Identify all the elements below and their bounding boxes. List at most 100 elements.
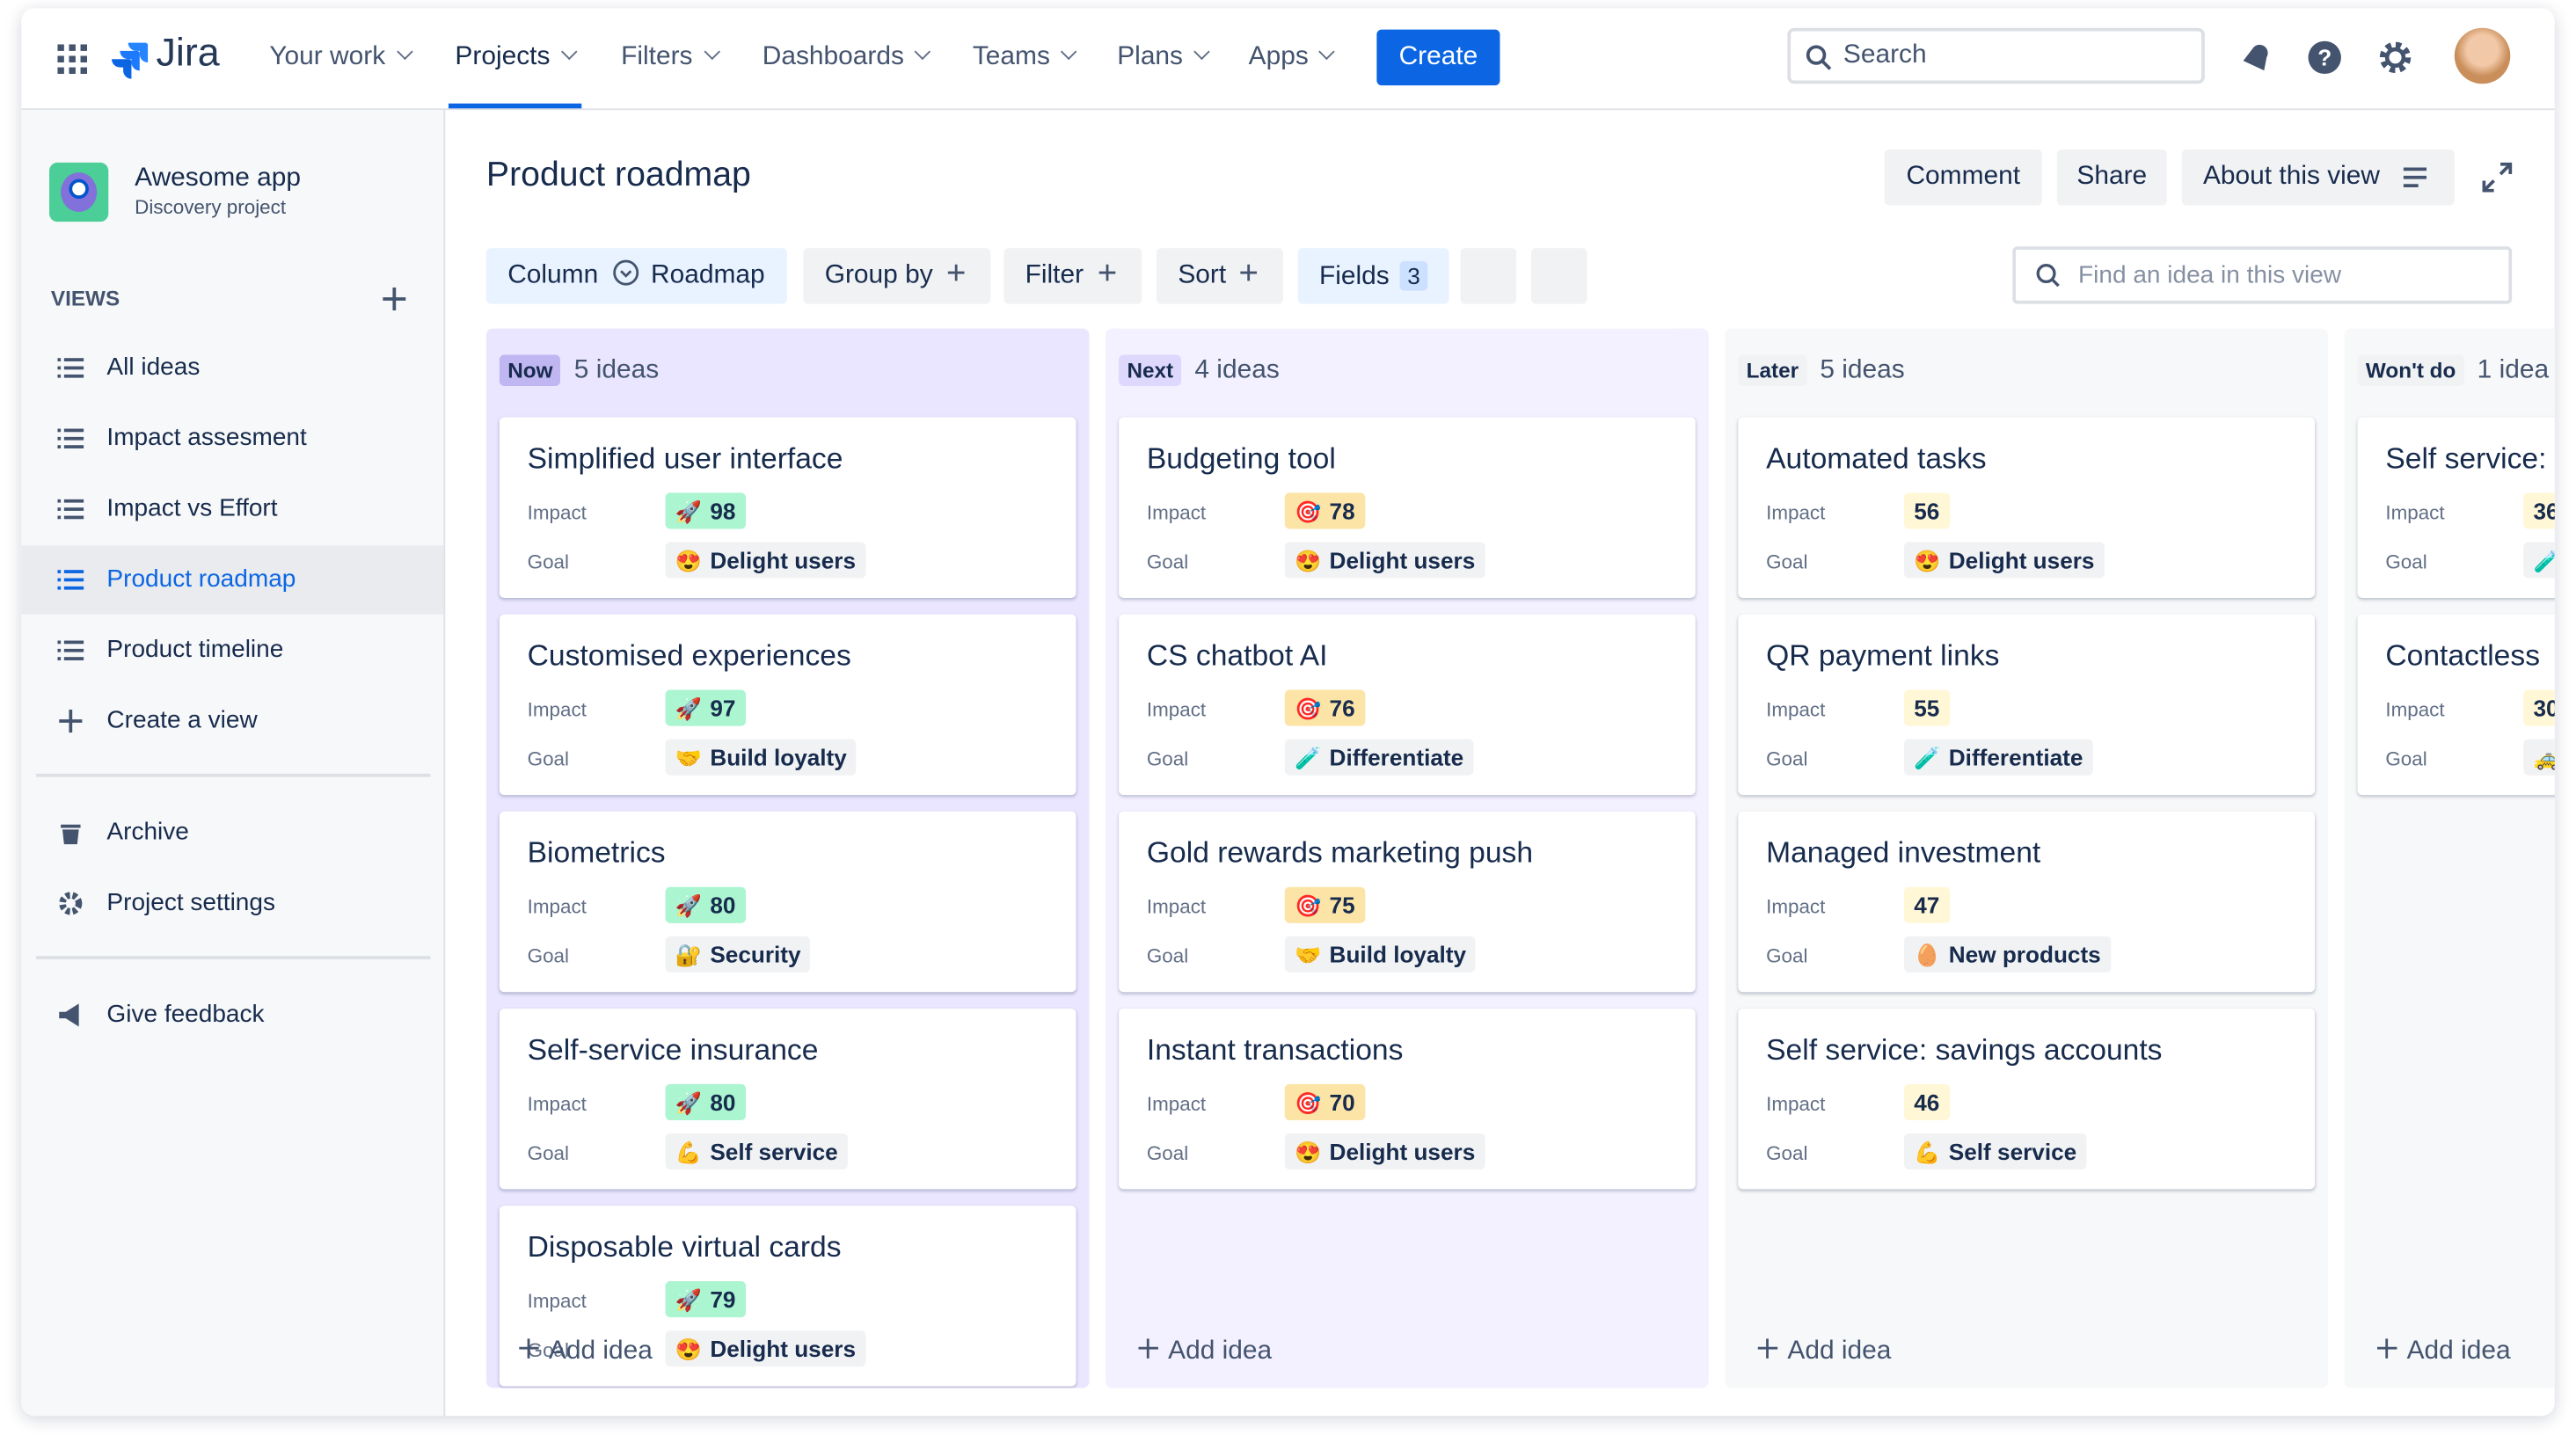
- sidebar-item[interactable]: Product timeline: [21, 616, 443, 685]
- search-box[interactable]: Search: [1787, 27, 2205, 84]
- item-label: Impact vs Effort: [106, 494, 278, 523]
- item-label: Archive: [106, 818, 189, 847]
- impact-value: 76: [1329, 695, 1355, 722]
- add-idea-button[interactable]: Add idea: [1757, 1337, 1891, 1367]
- sidebar-item[interactable]: All ideas: [21, 333, 443, 402]
- column-header: Later 5 ideas: [1738, 354, 1905, 386]
- help-icon[interactable]: ?: [2307, 40, 2343, 76]
- logo-text[interactable]: Jira: [156, 31, 220, 76]
- idea-card[interactable]: Budgeting tool Impact 🎯 78 Goal 😍 Delight user…: [1119, 417, 1696, 598]
- filter-button[interactable]: Filter: [1003, 248, 1142, 304]
- sidebar-item[interactable]: Archive: [21, 798, 443, 867]
- fields-button[interactable]: Fields 3: [1297, 248, 1450, 304]
- idea-title: Disposable virtual cards: [527, 1230, 842, 1264]
- divider: [36, 773, 431, 777]
- item-icon: [59, 709, 83, 733]
- autosort-button[interactable]: [1530, 248, 1587, 304]
- header-button[interactable]: About this view: [2181, 149, 2455, 206]
- column-selector[interactable]: Column Roadmap: [485, 248, 787, 304]
- plus-icon: [2376, 1338, 2397, 1359]
- idea-card[interactable]: Automated tasks Impact 56 Goal 😍 Delight user…: [1738, 417, 2316, 598]
- header-button[interactable]: Comment: [1884, 149, 2042, 206]
- impact-badge: 🎯 78: [1284, 492, 1365, 529]
- plus-icon: [1240, 264, 1258, 281]
- idea-card[interactable]: Biometrics Impact 🚀 80 Goal 🔐 Security: [499, 811, 1076, 993]
- jira-icon: [112, 42, 149, 79]
- button-label: Sort: [1178, 261, 1227, 289]
- sidebar-item[interactable]: Create a view: [21, 687, 443, 755]
- sidebar-item[interactable]: Project settings: [21, 869, 443, 937]
- chevron: [703, 43, 720, 61]
- nav-item[interactable]: Dashboards: [755, 8, 935, 108]
- idea-card[interactable]: Instant transactions Impact 🎯 70 Goal 😍 Deligh…: [1119, 1008, 1696, 1190]
- impact-label: Impact: [1766, 1092, 1826, 1116]
- chevron: [396, 43, 412, 61]
- sidebar-item[interactable]: Impact assesment: [21, 404, 443, 473]
- nav-label: Plans: [1117, 42, 1184, 71]
- item-icon: [57, 640, 84, 660]
- add-idea-button[interactable]: Add idea: [2376, 1337, 2511, 1367]
- nav-item[interactable]: Plans: [1111, 8, 1215, 108]
- goal-badge: 😍 Delight users: [1284, 1133, 1485, 1170]
- goal-badge: 🔐 Security: [665, 936, 811, 973]
- impact-badge: 🎯 75: [1284, 886, 1365, 923]
- goal-label: Goal: [1766, 747, 1808, 771]
- goal-badge: 😍 Delight users: [1904, 542, 2105, 579]
- nav-item[interactable]: Teams: [966, 8, 1081, 108]
- avatar[interactable]: [2454, 27, 2511, 84]
- goal-icon: 🚕: [2533, 746, 2554, 770]
- idea-card[interactable]: QR payment links Impact 55 Goal 🧪 Differentia…: [1738, 614, 2316, 796]
- idea-card[interactable]: Simplified user interface Impact 🚀 98 Goal 😍 D…: [499, 417, 1076, 598]
- nav-item[interactable]: Apps: [1242, 8, 1339, 108]
- item-icon: [59, 1003, 79, 1027]
- sidebar-item[interactable]: Impact vs Effort: [21, 475, 443, 543]
- idea-title: Simplified user interface: [527, 441, 843, 475]
- idea-card[interactable]: CS chatbot AI Impact 🎯 76 Goal 🧪 Differentiate: [1119, 614, 1696, 796]
- goal-label: Goal: [1766, 944, 1808, 968]
- idea-title: Self service:: [2385, 441, 2547, 475]
- nav-item[interactable]: Projects: [448, 8, 581, 109]
- nav-item[interactable]: Your work: [263, 8, 417, 108]
- idea-card[interactable]: Managed investment Impact 47 Goal 🥚 New produ…: [1738, 811, 2316, 993]
- notifications-icon[interactable]: [2239, 40, 2272, 76]
- find-idea-box[interactable]: Find an idea in this view: [2012, 246, 2513, 304]
- idea-card[interactable]: Self-service insurance Impact 🚀 80 Goal 💪 Self…: [499, 1008, 1076, 1190]
- sort-button[interactable]: Sort: [1157, 248, 1284, 304]
- idea-title: Gold rewards marketing push: [1146, 835, 1534, 870]
- idea-card[interactable]: Disposable virtual cards Impact 🚀 79 Goal 😍 De…: [499, 1206, 1076, 1387]
- idea-title: Self-service insurance: [527, 1032, 819, 1067]
- item-icon: [57, 570, 84, 590]
- nav-label: Teams: [972, 42, 1050, 71]
- impact-label: Impact: [1766, 500, 1826, 524]
- idea-title: Automated tasks: [1766, 441, 1987, 475]
- app-switcher[interactable]: [57, 44, 88, 75]
- sidebar-item[interactable]: Product roadmap: [21, 545, 444, 615]
- impact-label: Impact: [527, 895, 587, 919]
- chevron: [915, 43, 931, 61]
- idea-card[interactable]: Contactless Impact 30 Goal 🚕: [2357, 614, 2555, 796]
- goal-text: Delight users: [1948, 547, 2095, 573]
- create-button[interactable]: Create: [1376, 29, 1500, 86]
- idea-card[interactable]: Self service: Impact 36 Goal 🧪: [2357, 417, 2555, 598]
- add-idea-button[interactable]: Add idea: [1138, 1337, 1272, 1367]
- impact-badge: 🚀 80: [665, 886, 746, 923]
- goal-icon: 😍: [1914, 548, 1941, 573]
- nav-label: Projects: [455, 42, 551, 71]
- idea-card[interactable]: Self service: savings accounts Impact 46 Go…: [1738, 1008, 2316, 1190]
- idea-title: Contactless: [2385, 638, 2541, 673]
- goal-badge: 🧪 Differentiate: [1284, 739, 1474, 776]
- add-idea-button[interactable]: Add idea: [519, 1337, 653, 1367]
- impact-badge: 🎯 76: [1284, 689, 1365, 726]
- fullscreen-button[interactable]: [2481, 161, 2514, 193]
- view-settings-button[interactable]: [1460, 248, 1517, 304]
- column-header: Next 4 ideas: [1119, 354, 1280, 386]
- group-by-button[interactable]: Group by: [803, 248, 991, 304]
- settings-icon[interactable]: [2377, 40, 2413, 76]
- header-button[interactable]: Share: [2056, 149, 2167, 206]
- idea-card[interactable]: Gold rewards marketing push Impact 🎯 75 Goal…: [1119, 811, 1696, 993]
- idea-card[interactable]: Customised experiences Impact 🚀 97 Goal 🤝 Buil…: [499, 614, 1076, 796]
- sidebar-item[interactable]: Give feedback: [21, 980, 443, 1049]
- nav-item[interactable]: Filters: [615, 8, 724, 108]
- add-view-button[interactable]: [383, 287, 406, 311]
